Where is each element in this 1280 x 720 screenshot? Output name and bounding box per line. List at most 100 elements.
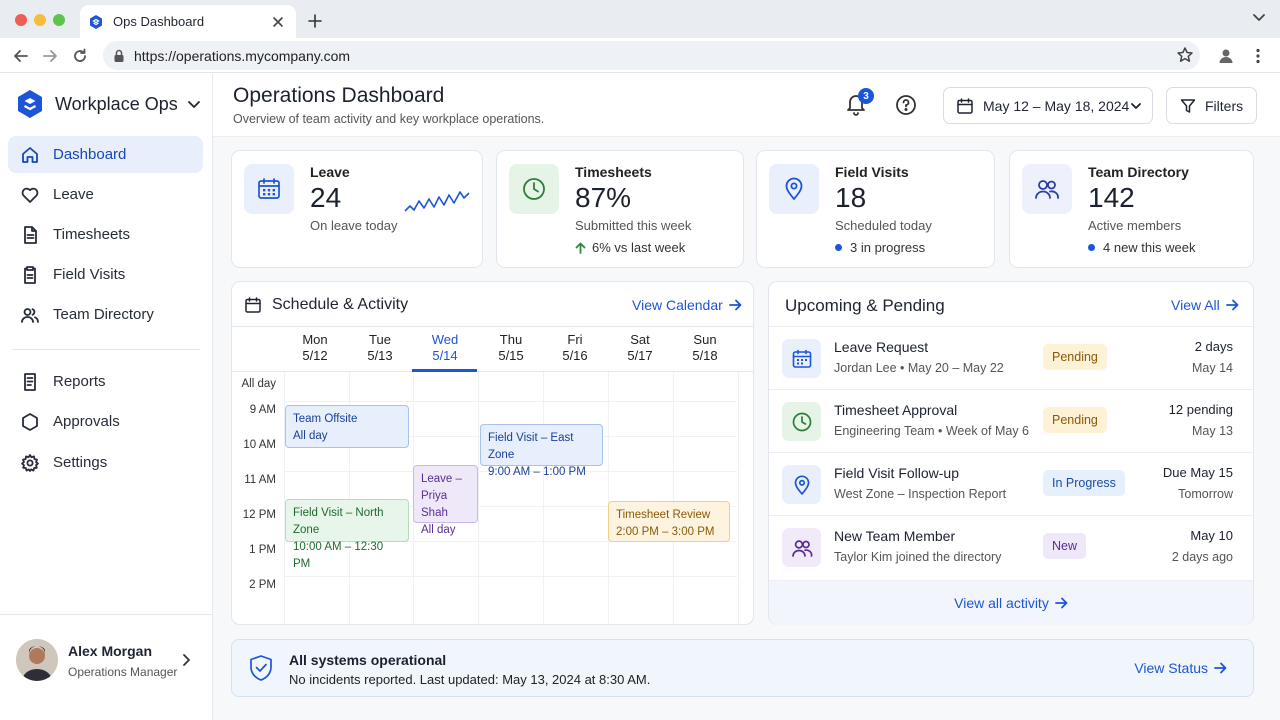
- browser-tab-bar: Ops Dashboard: [0, 0, 1280, 38]
- list-item[interactable]: Field Visit Follow-up West Zone – Inspec…: [769, 452, 1253, 515]
- schedule-header: Schedule & Activity: [244, 296, 408, 314]
- event-time: All day: [421, 524, 456, 536]
- list-item[interactable]: Timesheet Approval Engineering Team • We…: [769, 389, 1253, 452]
- url-text: https://operations.mycompany.com: [134, 47, 351, 64]
- tab-search-chevron-icon[interactable]: [1252, 10, 1266, 24]
- arrow-right-icon: [1049, 597, 1068, 609]
- reload-icon[interactable]: [67, 43, 93, 69]
- calendar-icon: [244, 164, 294, 214]
- sidebar-item-timesheets[interactable]: Timesheets: [8, 216, 203, 253]
- item-date: 2 days ago: [1171, 550, 1233, 564]
- stat-status: 4 new this week: [1088, 240, 1196, 255]
- view-all-link[interactable]: View All: [1171, 297, 1239, 313]
- grid-line: [608, 372, 609, 625]
- sidebar-item-dashboard[interactable]: Dashboard: [8, 136, 203, 173]
- sidebar-item-leave[interactable]: Leave: [8, 176, 203, 213]
- sidebar-divider: [12, 349, 200, 350]
- arrow-right-icon: [723, 299, 742, 311]
- time-label: 11 AM: [244, 474, 276, 486]
- minimize-window-button[interactable]: [34, 14, 46, 26]
- day-name: Thu: [499, 332, 523, 347]
- sidebar: Workplace Ops Dashboard Leave Timesheets…: [0, 74, 213, 720]
- back-arrow-icon[interactable]: [8, 43, 34, 69]
- calendar-event[interactable]: Field Visit – East Zone 9:00 AM – 1:00 P…: [480, 424, 603, 478]
- view-status-link[interactable]: View Status: [1134, 660, 1227, 676]
- sidebar-item-label: Timesheets: [53, 226, 130, 243]
- day-header-mon[interactable]: Mon 5/12: [283, 332, 347, 364]
- view-all-activity-link[interactable]: View all activity: [769, 580, 1253, 625]
- stat-card-field-visits[interactable]: Field Visits 18 Scheduled today 3 in pro…: [756, 150, 995, 268]
- item-meta: May 10: [1190, 528, 1233, 543]
- item-title: Field Visit Follow-up: [834, 465, 960, 481]
- stat-label: Scheduled today: [835, 218, 932, 233]
- calendar-event[interactable]: Field Visit – North Zone 10:00 AM – 12:3…: [285, 499, 409, 570]
- user-profile[interactable]: Alex Morgan Operations Manager: [0, 614, 213, 720]
- item-subtitle: West Zone – Inspection Report: [834, 487, 1007, 501]
- stat-card-leave[interactable]: Leave 24 On leave today: [231, 150, 483, 268]
- close-tab-icon[interactable]: [266, 10, 290, 34]
- event-time: 2:00 PM – 3:00 PM: [616, 526, 715, 538]
- clipboard-icon: [20, 265, 40, 285]
- sidebar-item-reports[interactable]: Reports: [8, 363, 203, 400]
- filters-button[interactable]: Filters: [1166, 87, 1257, 124]
- sidebar-item-settings[interactable]: Settings: [8, 444, 203, 481]
- list-item[interactable]: New Team Member Taylor Kim joined the di…: [769, 515, 1253, 578]
- link-label: View All: [1171, 297, 1220, 313]
- status-message: No incidents reported. Last updated: May…: [289, 672, 651, 687]
- calendar-event[interactable]: Leave – Priya Shah All day: [413, 465, 478, 536]
- clock-icon: [509, 164, 559, 214]
- browser-tab[interactable]: Ops Dashboard: [80, 5, 296, 38]
- close-window-button[interactable]: [15, 14, 27, 26]
- workspace-name: Workplace Ops: [55, 93, 178, 114]
- calendar-icon: [244, 296, 262, 314]
- chevron-down-icon: [1130, 100, 1142, 112]
- day-header-tue[interactable]: Tue 5/13: [348, 332, 412, 364]
- sidebar-item-approvals[interactable]: Approvals: [8, 403, 203, 440]
- help-icon[interactable]: [895, 94, 917, 116]
- clock-icon: [782, 402, 821, 441]
- calendar-event[interactable]: Timesheet Review 2:00 PM – 3:00 PM: [608, 501, 730, 542]
- day-header-thu[interactable]: Thu 5/15: [479, 332, 543, 364]
- item-date: Tomorrow: [1178, 487, 1233, 501]
- date-range-picker[interactable]: May 12 – May 18, 2024: [943, 87, 1153, 124]
- item-title: Timesheet Approval: [834, 402, 958, 418]
- stat-card-team-directory[interactable]: Team Directory 142 Active members 4 new …: [1009, 150, 1254, 268]
- date-range-value: May 12 – May 18, 2024: [983, 97, 1130, 114]
- browser-menu-icon[interactable]: [1245, 43, 1271, 69]
- time-label: 12 PM: [242, 509, 276, 521]
- maximize-window-button[interactable]: [53, 14, 65, 26]
- status-badge: Pending: [1043, 407, 1107, 433]
- link-label: View Calendar: [632, 297, 723, 313]
- new-tab-icon[interactable]: [303, 9, 327, 33]
- day-header-wed[interactable]: Wed 5/14: [413, 332, 477, 364]
- filter-icon: [1180, 98, 1196, 114]
- day-header-fri[interactable]: Fri 5/16: [543, 332, 607, 364]
- avatar: [16, 639, 58, 681]
- arrow-right-icon: [1220, 299, 1239, 311]
- sidebar-item-field-visits[interactable]: Field Visits: [8, 256, 203, 293]
- day-header-sun[interactable]: Sun 5/18: [673, 332, 737, 364]
- notifications-button[interactable]: 3: [845, 88, 874, 118]
- stat-title: Field Visits: [835, 164, 909, 180]
- item-meta: 2 days: [1194, 339, 1233, 354]
- grid-line: [738, 372, 739, 625]
- calendar-event[interactable]: Team Offsite All day: [285, 405, 409, 448]
- stat-note: 4 new this week: [1103, 240, 1196, 255]
- item-meta: 12 pending: [1168, 402, 1233, 417]
- forward-arrow-icon[interactable]: [37, 43, 63, 69]
- schedule-card: Schedule & Activity View Calendar Mon 5/1…: [231, 281, 754, 625]
- address-bar[interactable]: https://operations.mycompany.com: [103, 41, 1200, 70]
- bookmark-star-icon[interactable]: [1176, 46, 1194, 64]
- profile-icon[interactable]: [1213, 43, 1239, 69]
- day-header-sat[interactable]: Sat 5/17: [608, 332, 672, 364]
- time-label: 2 PM: [249, 579, 276, 591]
- browser-toolbar: https://operations.mycompany.com: [0, 38, 1280, 73]
- heart-icon: [20, 185, 40, 205]
- list-item[interactable]: Leave Request Jordan Lee • May 20 – May …: [769, 326, 1253, 389]
- home-icon: [20, 145, 40, 165]
- sidebar-item-team-directory[interactable]: Team Directory: [8, 296, 203, 333]
- view-calendar-link[interactable]: View Calendar: [632, 297, 742, 313]
- stat-card-timesheets[interactable]: Timesheets 87% Submitted this week 6% vs…: [496, 150, 744, 268]
- workspace-switcher[interactable]: Workplace Ops: [16, 88, 201, 120]
- users-icon: [20, 305, 40, 325]
